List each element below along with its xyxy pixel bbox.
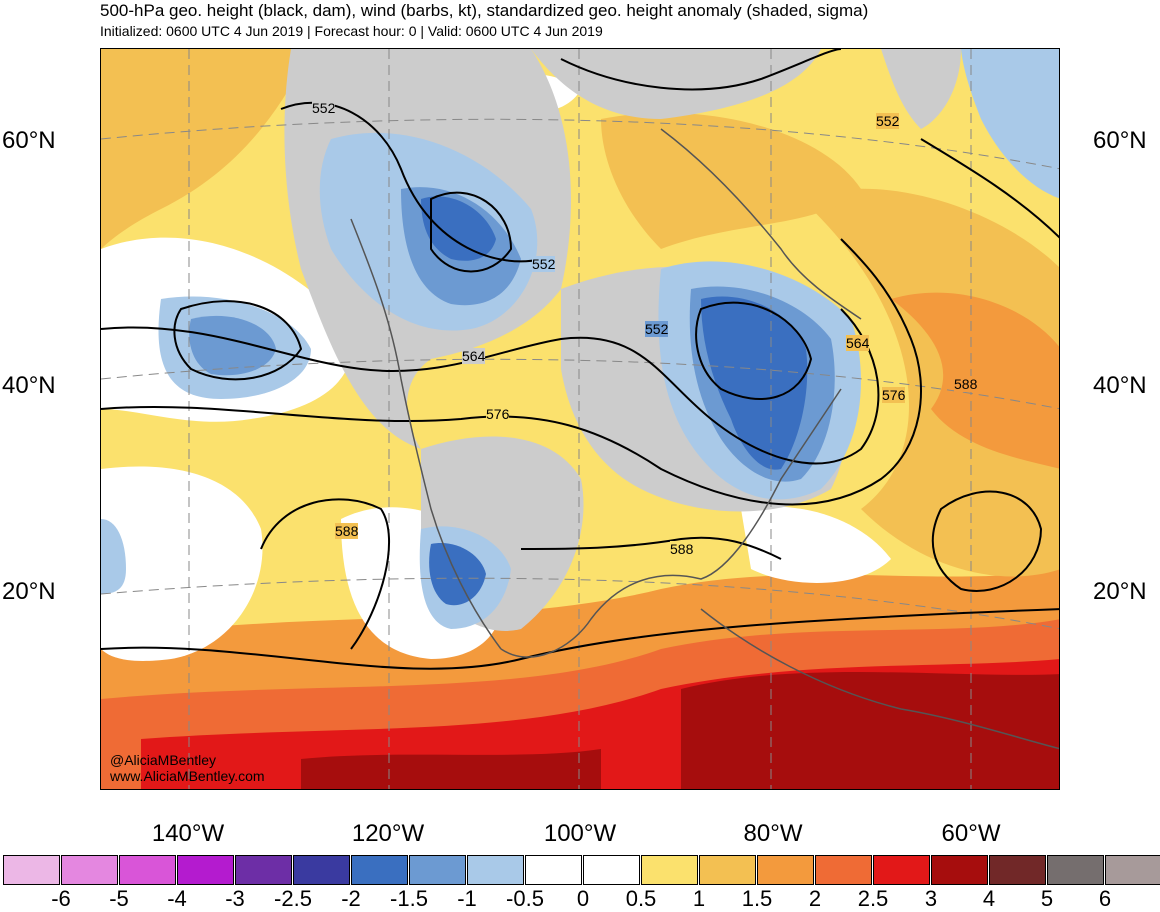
colorbar-swatch [1047, 855, 1104, 885]
lat-label-right-20n: 20°N [1093, 578, 1147, 605]
lon-label-120w: 120°W [351, 820, 425, 847]
contour-552-ne [695, 301, 813, 400]
hudson-warm [601, 112, 861, 249]
contour-label: 552 [876, 113, 900, 129]
contour-552-bc [430, 191, 513, 273]
colorbar-swatch [989, 855, 1046, 885]
east-pacific-neutral [101, 466, 263, 661]
colorbar-label: 2 [808, 886, 822, 911]
arctic-gray [531, 49, 961, 129]
bc-low-core [421, 196, 496, 261]
credit-site: www.AliciaMBentley.com [110, 768, 265, 784]
colorbar-label: 3 [924, 886, 938, 911]
lon-label-100w: 100°W [543, 820, 617, 847]
contour-arctic [560, 49, 842, 91]
contour-588-c [520, 536, 782, 560]
contour-label: 576 [486, 406, 510, 422]
colorbar-swatch [931, 855, 988, 885]
colorbar-label: -6 [51, 886, 71, 911]
colorbar-label: -1 [457, 886, 477, 911]
nw-warm-patch [101, 49, 311, 249]
lon-label-80w: 80°W [743, 820, 803, 847]
contour-label: 552 [312, 100, 336, 116]
colorbar-swatch [1105, 855, 1160, 885]
colorbar-label: 6 [1098, 886, 1112, 911]
contour-label: 576 [882, 387, 906, 403]
colorbar-swatch [61, 855, 118, 885]
lat-label-left-60n: 60°N [2, 127, 56, 154]
lat-label-left-40n: 40°N [2, 372, 56, 399]
colorbar-label: 0.5 [625, 886, 657, 911]
contour-576 [101, 238, 922, 506]
colorbar [3, 855, 1160, 885]
colorbar-label: -2 [341, 886, 361, 911]
colorbar-swatch [293, 855, 350, 885]
coastlines [350, 128, 1059, 750]
lat-label-left-20n: 20°N [2, 578, 56, 605]
anomaly-shading [101, 49, 1059, 789]
contour-label: 564 [846, 335, 870, 351]
map-svg [101, 49, 1059, 789]
colorbar-swatch [873, 855, 930, 885]
colorbar-label: 1 [692, 886, 706, 911]
contour-label: 588 [335, 523, 359, 539]
colorbar-label: 4 [982, 886, 996, 911]
lon-label-60w: 60°W [941, 820, 1001, 847]
credit-handle: @AliciaMBentley [110, 752, 217, 768]
colorbar-swatch [177, 855, 234, 885]
ne-low-core [701, 296, 808, 470]
mexico-low-core [429, 543, 486, 606]
colorbar-swatch [119, 855, 176, 885]
colorbar-label: -0.5 [506, 886, 544, 911]
colorbar-label: 1.5 [741, 886, 773, 911]
contour-label: 564 [462, 348, 486, 364]
colorbar-swatch [815, 855, 872, 885]
gulf-alaska-low-core [189, 315, 276, 376]
colorbar-label: 5 [1040, 886, 1054, 911]
colorbar-label: -1.5 [390, 886, 428, 911]
warm-band-darkred [301, 672, 1059, 789]
colorbar-label: 0 [576, 886, 590, 911]
contour-atlantic [920, 138, 1059, 239]
lon-label-140w: 140°W [151, 820, 225, 847]
pacific-edge-low [101, 519, 126, 594]
colorbar-label: -4 [167, 886, 187, 911]
colorbar-swatch [3, 855, 60, 885]
colorbar-label: -5 [109, 886, 129, 911]
atlantic-warm-light [801, 188, 1059, 577]
colorbar-swatch [757, 855, 814, 885]
contour-552-ak [173, 300, 303, 381]
greenland-low [961, 49, 1059, 199]
colorbar-swatch [235, 855, 292, 885]
colorbar-swatch [409, 855, 466, 885]
colorbar-swatch [583, 855, 640, 885]
chart-subtitle: Initialized: 0600 UTC 4 Jun 2019 | Forec… [100, 23, 603, 39]
chart-title: 500-hPa geo. height (black, dam), wind (… [100, 1, 869, 20]
graticule [101, 49, 1059, 789]
lat-label-right-60n: 60°N [1093, 127, 1147, 154]
se-us-neutral [741, 506, 891, 583]
lat-label-right-40n: 40°N [1093, 372, 1147, 399]
colorbar-swatch [467, 855, 524, 885]
contour-label: 552 [532, 256, 556, 272]
contour-588-e [931, 490, 1043, 592]
contour-588-w [260, 498, 390, 650]
colorbar-swatch [351, 855, 408, 885]
contour-label: 588 [670, 541, 694, 557]
contour-564 [101, 308, 880, 465]
contour-label: 552 [645, 321, 669, 337]
colorbar-label: -2.5 [274, 886, 312, 911]
contour-label: 588 [954, 376, 978, 392]
colorbar-label: -3 [225, 886, 245, 911]
colorbar-label: 2.5 [857, 886, 889, 911]
colorbar-swatch [525, 855, 582, 885]
map-panel [100, 48, 1060, 790]
colorbar-swatch [699, 855, 756, 885]
colorbar-swatch [641, 855, 698, 885]
